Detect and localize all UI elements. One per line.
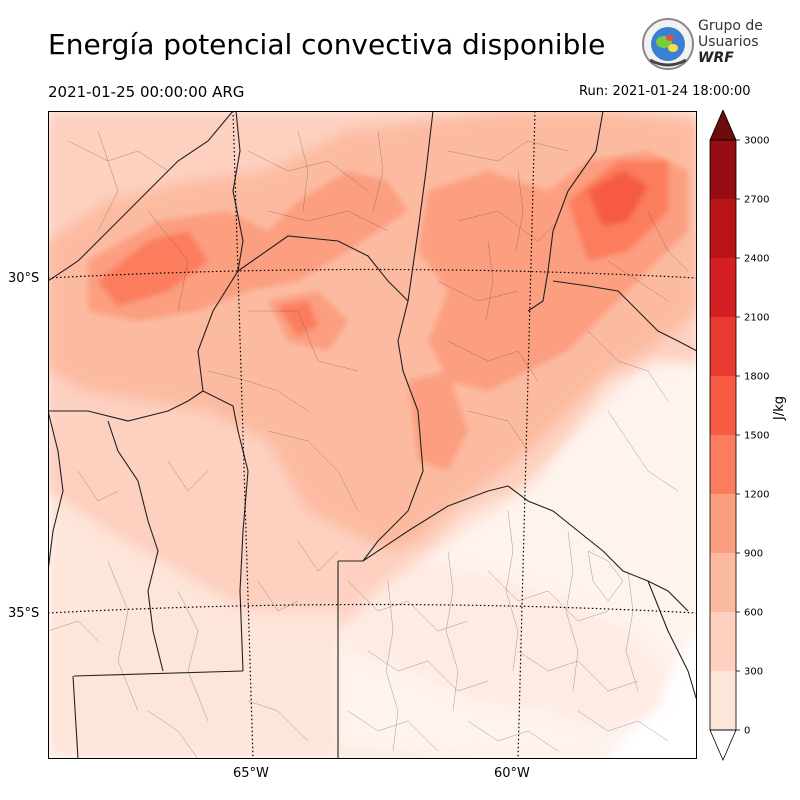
wrf-globe-icon	[642, 18, 694, 70]
colorbar-tick-label: 600	[744, 608, 763, 619]
colorbar-extend-min	[709, 729, 737, 762]
colorbar-band	[710, 376, 736, 435]
colorbar-tick-label: 1800	[744, 372, 769, 383]
colorbar-svg: 0 300 600 900 1200 1500 1800 2100 2400 2700 3000	[709, 108, 769, 762]
lon-label-60w: 60°W	[494, 766, 530, 781]
colorbar-band	[710, 199, 736, 258]
colorbar-band	[710, 494, 736, 553]
colorbar-tick-label: 900	[744, 549, 763, 560]
colorbar-tick-label: 1500	[744, 431, 769, 442]
colorbar-band	[710, 140, 736, 199]
run-time: Run: 2021-01-24 18:00:00	[579, 84, 751, 99]
province-borders	[48, 111, 697, 759]
colorbar-tick-label: 2700	[744, 195, 769, 206]
cape-field-1500-1800	[588, 171, 648, 226]
chart-title: Energía potencial convectiva disponible	[48, 28, 606, 61]
logo-line1: Grupo de	[698, 18, 763, 34]
wrf-logo: Grupo de Usuarios WRF	[640, 16, 765, 72]
colorbar-tick-label: 3000	[744, 136, 769, 147]
colorbar-unit: J/kg	[772, 396, 787, 420]
colorbar-band	[710, 435, 736, 494]
graticule	[48, 111, 697, 759]
colorbar: 0 300 600 900 1200 1500 1800 2100 2400 2700 3000	[706, 108, 796, 765]
colorbar-extend-max	[709, 108, 737, 141]
colorbar-tick-label: 0	[744, 726, 750, 737]
valid-time: 2021-01-25 00:00:00 ARG	[48, 83, 245, 101]
colorbar-band	[710, 553, 736, 612]
department-borders	[48, 130, 689, 759]
colorbar-band	[710, 258, 736, 317]
logo-line3: WRF	[698, 50, 734, 66]
colorbar-tick-label: 1200	[744, 490, 769, 501]
logo-line2: Usuarios	[698, 34, 759, 50]
lat-label-35s: 35°S	[8, 606, 40, 621]
colorbar-tick-label: 2400	[744, 254, 769, 265]
colorbar-tick-label: 300	[744, 667, 763, 678]
colorbar-band	[710, 612, 736, 671]
colorbar-tick-label: 2100	[744, 313, 769, 324]
lat-label-30s: 30°S	[8, 271, 40, 286]
colorbar-band	[710, 671, 736, 730]
cape-map	[48, 111, 697, 759]
colorbar-band	[710, 317, 736, 376]
lon-label-65w: 65°W	[233, 766, 269, 781]
